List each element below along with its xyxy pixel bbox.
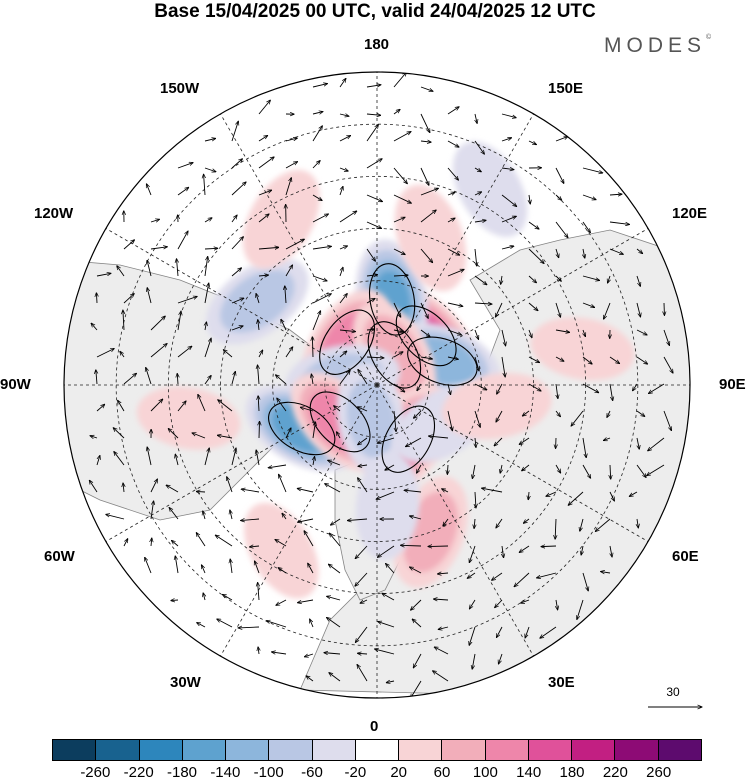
colorbar-tick-label: 20 <box>390 764 407 781</box>
label-60w: 60W <box>44 548 75 565</box>
label-60e: 60E <box>672 548 699 565</box>
wind-arrow <box>312 337 313 357</box>
label-30w: 30W <box>170 674 201 691</box>
colorbar-tick-label: -60 <box>301 764 323 781</box>
label-90w: 90W <box>0 376 31 393</box>
colorbar-tick-label: -140 <box>210 764 240 781</box>
colorbar <box>52 739 702 761</box>
colorbar-segment <box>572 740 615 760</box>
colorbar-segment <box>140 740 183 760</box>
wind-arrow <box>428 546 448 547</box>
colorbar-segment <box>226 740 269 760</box>
label-0: 0 <box>370 718 378 735</box>
label-180: 180 <box>364 36 389 53</box>
colorbar-segment <box>96 740 139 760</box>
colorbar-segment <box>356 740 399 760</box>
colorbar-segment <box>486 740 529 760</box>
colorbar-tick-label: -260 <box>80 764 110 781</box>
label-120e: 120E <box>672 205 707 222</box>
wind-arrow <box>259 421 260 438</box>
colorbar-tick-label: 220 <box>603 764 628 781</box>
label-30e: 30E <box>548 674 575 691</box>
colorbar-tick-label: 260 <box>646 764 671 781</box>
colorbar-tick-label: 100 <box>473 764 498 781</box>
colorbar-segment <box>399 740 442 760</box>
colorbar-tick-label: -100 <box>254 764 284 781</box>
colorbar-segment <box>313 740 356 760</box>
wind-arrow <box>196 491 205 492</box>
polar-map <box>0 0 750 735</box>
colorbar-segment <box>615 740 658 760</box>
colorbar-segment <box>183 740 226 760</box>
colorbar-tick-label: -220 <box>124 764 154 781</box>
label-120w: 120W <box>34 205 73 222</box>
wind-arrow <box>541 546 556 547</box>
colorbar-segment <box>269 740 312 760</box>
label-90e: 90E <box>719 376 746 393</box>
colorbar-segment <box>53 740 96 760</box>
colorbar-tick-label: 180 <box>559 764 584 781</box>
label-150w: 150W <box>160 80 199 97</box>
colorbar-tick-label: -20 <box>344 764 366 781</box>
colorbar-tick-label: -180 <box>167 764 197 781</box>
wind-arrow <box>171 600 178 601</box>
colorbar-segment <box>659 740 701 760</box>
label-150e: 150E <box>548 80 583 97</box>
colorbar-segment <box>442 740 485 760</box>
colorbar-segment <box>529 740 572 760</box>
colorbar-tick-label: 60 <box>434 764 451 781</box>
colorbar-tick-label: 140 <box>516 764 541 781</box>
wind-arrow <box>96 293 97 303</box>
colorbar-ticks: -260 -220 -180 -140 -100 -60 -20 20 60 100 140 180 2… <box>0 764 750 784</box>
reference-vector-label: 30 <box>658 685 688 699</box>
